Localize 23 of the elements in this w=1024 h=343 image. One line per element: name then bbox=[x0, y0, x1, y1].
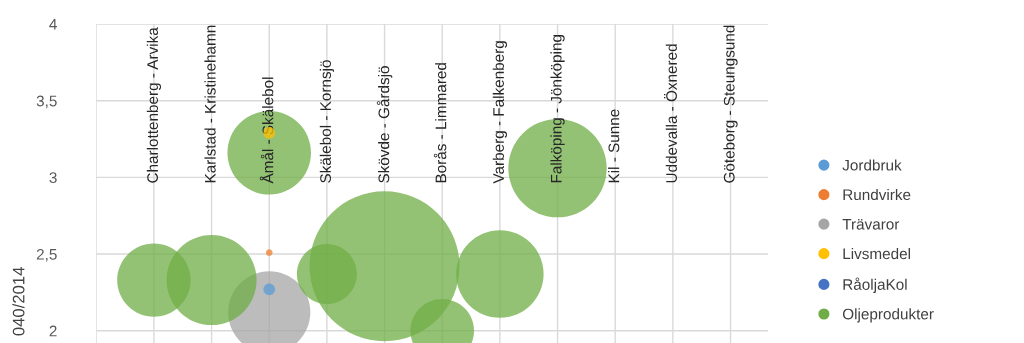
y-tick-label: 2 bbox=[49, 325, 57, 337]
legend-label: Rundvirke bbox=[843, 188, 911, 201]
x-tick-label: Uddevalla - Öxnered bbox=[664, 44, 677, 183]
y-tick-label: 4 bbox=[49, 19, 57, 30]
x-tick-label: Charlottenberg - Arvika bbox=[146, 27, 162, 183]
legend-label: RåoljaKol bbox=[843, 277, 907, 293]
y-tick-label: 3,5 bbox=[36, 95, 57, 109]
x-tick-label: Skövde - Gårdsjö bbox=[376, 66, 393, 183]
x-tick-label: Karlstad - Kristinehamn bbox=[204, 25, 216, 183]
legend-label: Jordbruk bbox=[842, 159, 902, 171]
x-tick-label: Skälebol - Kornsjö bbox=[319, 60, 335, 183]
legend-label: Trävaror bbox=[842, 218, 900, 230]
x-tick-label: Varberg - Falkenberg bbox=[492, 41, 507, 184]
y-axis-title: 040/2014 bbox=[12, 267, 25, 336]
legend-label: Oljeprodukter bbox=[842, 308, 934, 323]
x-tick-label: Göteborg - Steungsund bbox=[723, 25, 738, 183]
x-tick-label: Falköping - Jönköping bbox=[550, 35, 565, 183]
x-tick-label: Kil - Sunne bbox=[608, 109, 620, 183]
y-tick-label: 3 bbox=[49, 172, 57, 184]
y-tick-label: 2,5 bbox=[36, 248, 57, 262]
legend-label: Livsmedel bbox=[843, 247, 910, 260]
x-tick-label: Borås - Limmared bbox=[433, 63, 447, 183]
x-tick-label: Åmål - Skälebol bbox=[259, 77, 274, 184]
